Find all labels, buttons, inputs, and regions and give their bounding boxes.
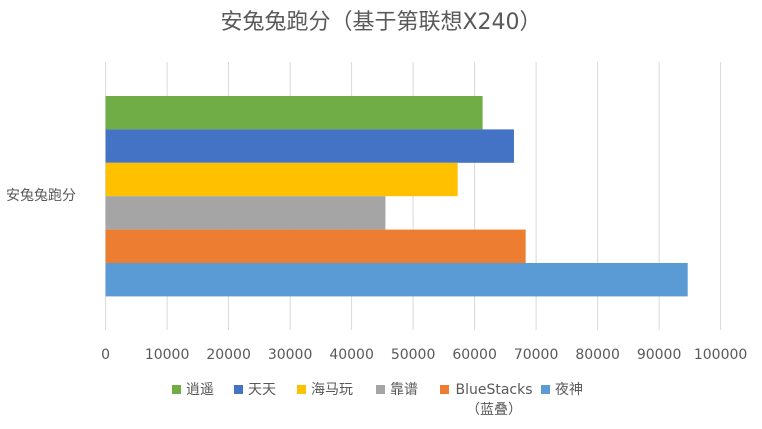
x-tick-label: 50000 — [391, 347, 436, 363]
legend-item: BlueStacks（蓝叠） — [440, 380, 534, 420]
legend-item: 海马玩 — [297, 380, 353, 400]
legend-item: 夜神 — [541, 380, 583, 400]
bar-0 — [105, 96, 483, 130]
legend-swatch — [541, 385, 550, 394]
x-tick-label: 60000 — [452, 347, 497, 363]
x-tick-label: 40000 — [329, 347, 374, 363]
chart-title: 安兔兔跑分（基于第联想X240） — [220, 10, 542, 35]
bar-2 — [105, 162, 458, 197]
category-label: 安兔兔跑分 — [6, 188, 76, 204]
x-tick-label: 90000 — [637, 347, 682, 363]
bar-1 — [105, 129, 514, 163]
legend-label: 海马玩 — [311, 382, 353, 398]
legend-label: 夜神 — [555, 382, 583, 398]
legend-item: 天天 — [234, 380, 276, 400]
x-tick-label: 30000 — [268, 347, 313, 363]
bar-3 — [105, 196, 386, 230]
legend-swatch — [376, 385, 385, 394]
legend-swatch — [297, 385, 306, 394]
x-tick-label: 100000 — [694, 347, 747, 363]
legend-label: 天天 — [248, 382, 276, 398]
bar-5 — [105, 263, 688, 297]
x-tick-label: 20000 — [206, 347, 251, 363]
x-tick-label: 10000 — [145, 347, 190, 363]
x-tick-label: 70000 — [514, 347, 559, 363]
legend-swatch — [440, 385, 449, 394]
legend-item: 靠谱 — [376, 380, 418, 400]
x-tick-label: 0 — [101, 347, 110, 363]
legend-label: BlueStacks（蓝叠） — [455, 382, 533, 418]
legend-swatch — [234, 385, 243, 394]
legend-swatch — [172, 385, 181, 394]
bar-4 — [105, 229, 526, 263]
legend-label: 逍遥 — [186, 382, 214, 398]
legend-label: 靠谱 — [390, 382, 418, 398]
legend-item: 逍遥 — [172, 380, 214, 400]
x-tick-label: 80000 — [575, 347, 620, 363]
